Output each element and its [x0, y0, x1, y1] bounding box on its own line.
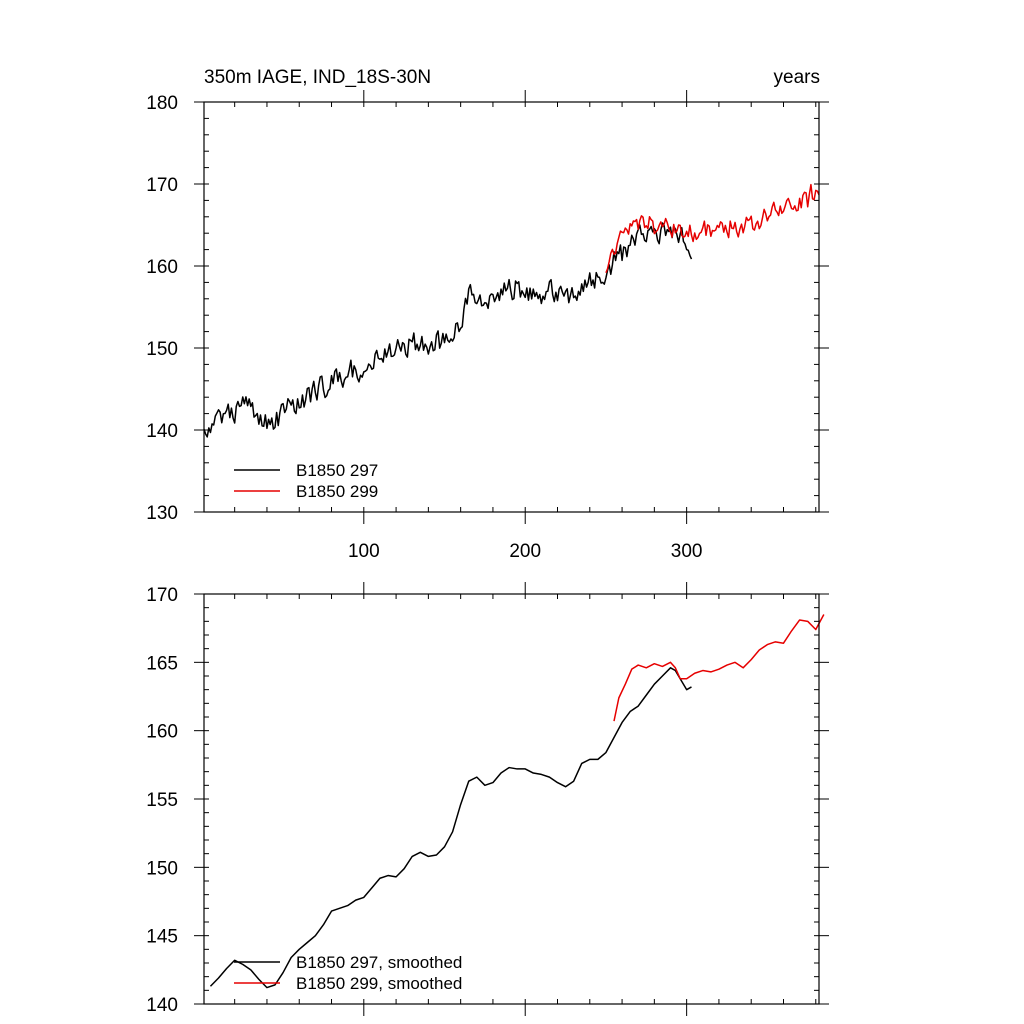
y-tick-label: 170: [146, 585, 178, 606]
x-tick-label: 200: [509, 541, 541, 562]
y-tick-label: 140: [146, 421, 178, 442]
top-panel-axes: 130 140 150 160 170 180 100 200 300: [146, 90, 829, 562]
series-line-b1850-299: [605, 183, 820, 274]
y-tick-label: 160: [146, 257, 178, 278]
y-tick-label: 155: [146, 790, 178, 811]
y-tick-label: 150: [146, 339, 178, 360]
legend-label-297-smoothed: B1850 297, smoothed: [296, 953, 462, 972]
y-tick-label: 165: [146, 653, 178, 674]
series-line-b1850-297: [203, 222, 693, 438]
bottom-panel-frame: [203, 593, 820, 1005]
top-panel-legend: B1850 297 B1850 299: [234, 461, 378, 501]
top-panel-frame: [203, 101, 820, 513]
top-panel-title: 350m IAGE, IND_18S-30N: [204, 67, 431, 88]
x-tick-label: 300: [671, 541, 703, 562]
y-tick-label: 140: [146, 995, 178, 1016]
y-tick-label: 160: [146, 722, 178, 743]
series-line-b1850-297-smoothed: [209, 667, 692, 989]
series-line-b1850-299-smoothed: [613, 614, 825, 722]
top-panel: 350m IAGE, IND_18S-30N years 130 140 150 16…: [146, 67, 829, 562]
bottom-panel: 140 145 150 155 160 165 170 B1850 297, smoothe…: [146, 582, 829, 1016]
top-panel-units: years: [774, 67, 820, 88]
bottom-panel-legend: B1850 297, smoothed B1850 299, smoothed: [234, 953, 462, 993]
bottom-panel-axes: 140 145 150 155 160 165 170: [146, 582, 829, 1016]
x-tick-label: 100: [348, 541, 380, 562]
bottom-panel-series: [209, 614, 825, 989]
y-tick-label: 170: [146, 175, 178, 196]
legend-label-297: B1850 297: [296, 461, 378, 480]
top-panel-series: [203, 183, 820, 438]
y-tick-label: 150: [146, 858, 178, 879]
y-tick-label: 180: [146, 93, 178, 114]
y-tick-label: 145: [146, 927, 178, 948]
legend-label-299: B1850 299: [296, 482, 378, 501]
legend-label-299-smoothed: B1850 299, smoothed: [296, 974, 462, 993]
y-tick-label: 130: [146, 503, 178, 524]
